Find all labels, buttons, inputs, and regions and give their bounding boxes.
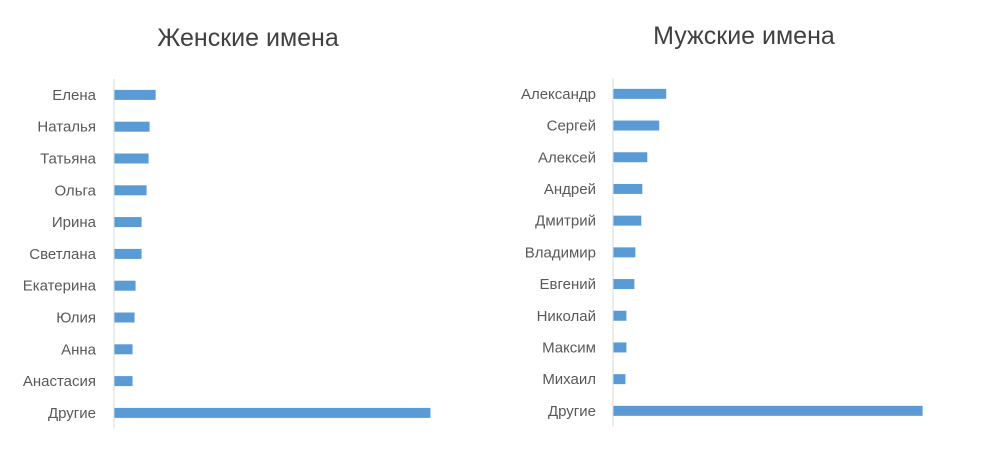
- female-category-label: Татьяна: [40, 151, 97, 168]
- male-bar: [613, 247, 636, 258]
- female-names-chart: Женские имена Елена Наталья Татьяна Ольга Ир…: [23, 24, 431, 429]
- female-category-label: Наталья: [37, 119, 96, 136]
- female-category-label: Екатерина: [23, 278, 97, 295]
- male-chart-title: Мужские имена: [653, 22, 835, 50]
- female-bar: [114, 217, 142, 228]
- female-category-label: Ольга: [54, 182, 96, 199]
- female-category-label: Анастасия: [23, 373, 96, 390]
- male-bar: [613, 310, 627, 321]
- female-bar: [114, 153, 149, 164]
- female-bar: [114, 121, 150, 132]
- male-category-label: Евгений: [540, 276, 597, 293]
- female-bar: [114, 248, 142, 259]
- male-category-label: Сергей: [547, 118, 596, 135]
- female-bar: [114, 376, 133, 387]
- female-chart-title: Женские имена: [157, 24, 339, 52]
- female-category-label: Анна: [61, 341, 97, 358]
- male-bar: [613, 342, 627, 353]
- male-bar: [613, 374, 626, 385]
- male-category-label: Владимир: [525, 244, 596, 261]
- female-bar: [114, 185, 147, 196]
- male-category-label: Андрей: [544, 181, 596, 198]
- male-bar: [613, 279, 635, 290]
- female-bar: [114, 312, 135, 323]
- female-bar: [114, 89, 156, 100]
- male-names-chart: Мужские имена Александр Сергей Алексей Андр…: [521, 22, 923, 427]
- male-category-label: Николай: [537, 308, 596, 325]
- male-category-label: Дмитрий: [535, 213, 596, 230]
- male-category-label: Михаил: [542, 371, 596, 388]
- male-bar: [613, 120, 660, 131]
- male-category-label: Другие: [548, 403, 596, 420]
- female-category-label: Другие: [48, 405, 96, 422]
- male-bar: [613, 88, 667, 99]
- female-bar: [114, 280, 136, 291]
- male-category-label: Александр: [521, 86, 596, 103]
- male-bar: [613, 215, 642, 226]
- male-category-label: Максим: [542, 339, 596, 356]
- male-bar: [613, 405, 923, 416]
- male-bar: [613, 152, 648, 163]
- female-category-label: Светлана: [29, 246, 96, 263]
- female-bar: [114, 344, 133, 355]
- male-category-label: Алексей: [538, 149, 596, 166]
- female-bar: [114, 407, 431, 418]
- female-category-label: Юлия: [56, 310, 96, 327]
- female-category-label: Ирина: [52, 214, 97, 231]
- female-category-label: Елена: [52, 87, 96, 104]
- male-bar: [613, 183, 643, 194]
